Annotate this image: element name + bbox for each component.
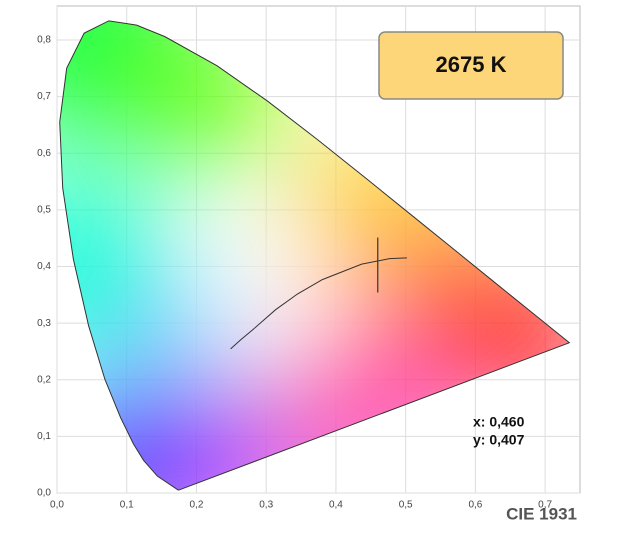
y-tick-label: 0,3 (37, 318, 51, 329)
y-tick-label: 0,4 (37, 261, 51, 272)
y-tick-label: 0,0 (37, 488, 51, 499)
locus-line (230, 257, 407, 350)
x-tick-label: 0,2 (190, 500, 204, 511)
x-tick-label: 0,3 (259, 500, 273, 511)
x-tick-label: 0,0 (50, 500, 64, 511)
y-tick-label: 0,8 (37, 35, 51, 46)
y-tick-label: 0,1 (37, 431, 51, 442)
color-blob (196, 241, 337, 382)
y-tick-label: 0,5 (37, 205, 51, 216)
marks (59, 20, 571, 491)
x-tick-label: 0,7 (538, 500, 552, 511)
x-tick-label: 0,4 (329, 500, 343, 511)
point-x-label: x: 0,460 (473, 414, 525, 430)
y-tick-label: 0,7 (37, 91, 51, 102)
y-tick-label: 0,2 (37, 374, 51, 385)
x-tick-label: 0,6 (468, 500, 482, 511)
y-tick-label: 0,6 (37, 148, 51, 159)
cct-box (378, 31, 564, 100)
color-blob (101, 263, 222, 384)
point-y-label: y: 0,407 (473, 432, 525, 448)
cct-label: 2675 K (436, 52, 507, 77)
chart-title: CIE 1931 (506, 504, 577, 523)
x-tick-label: 0,1 (120, 500, 134, 511)
locus-line (59, 20, 571, 491)
x-tick-label: 0,5 (399, 500, 413, 511)
